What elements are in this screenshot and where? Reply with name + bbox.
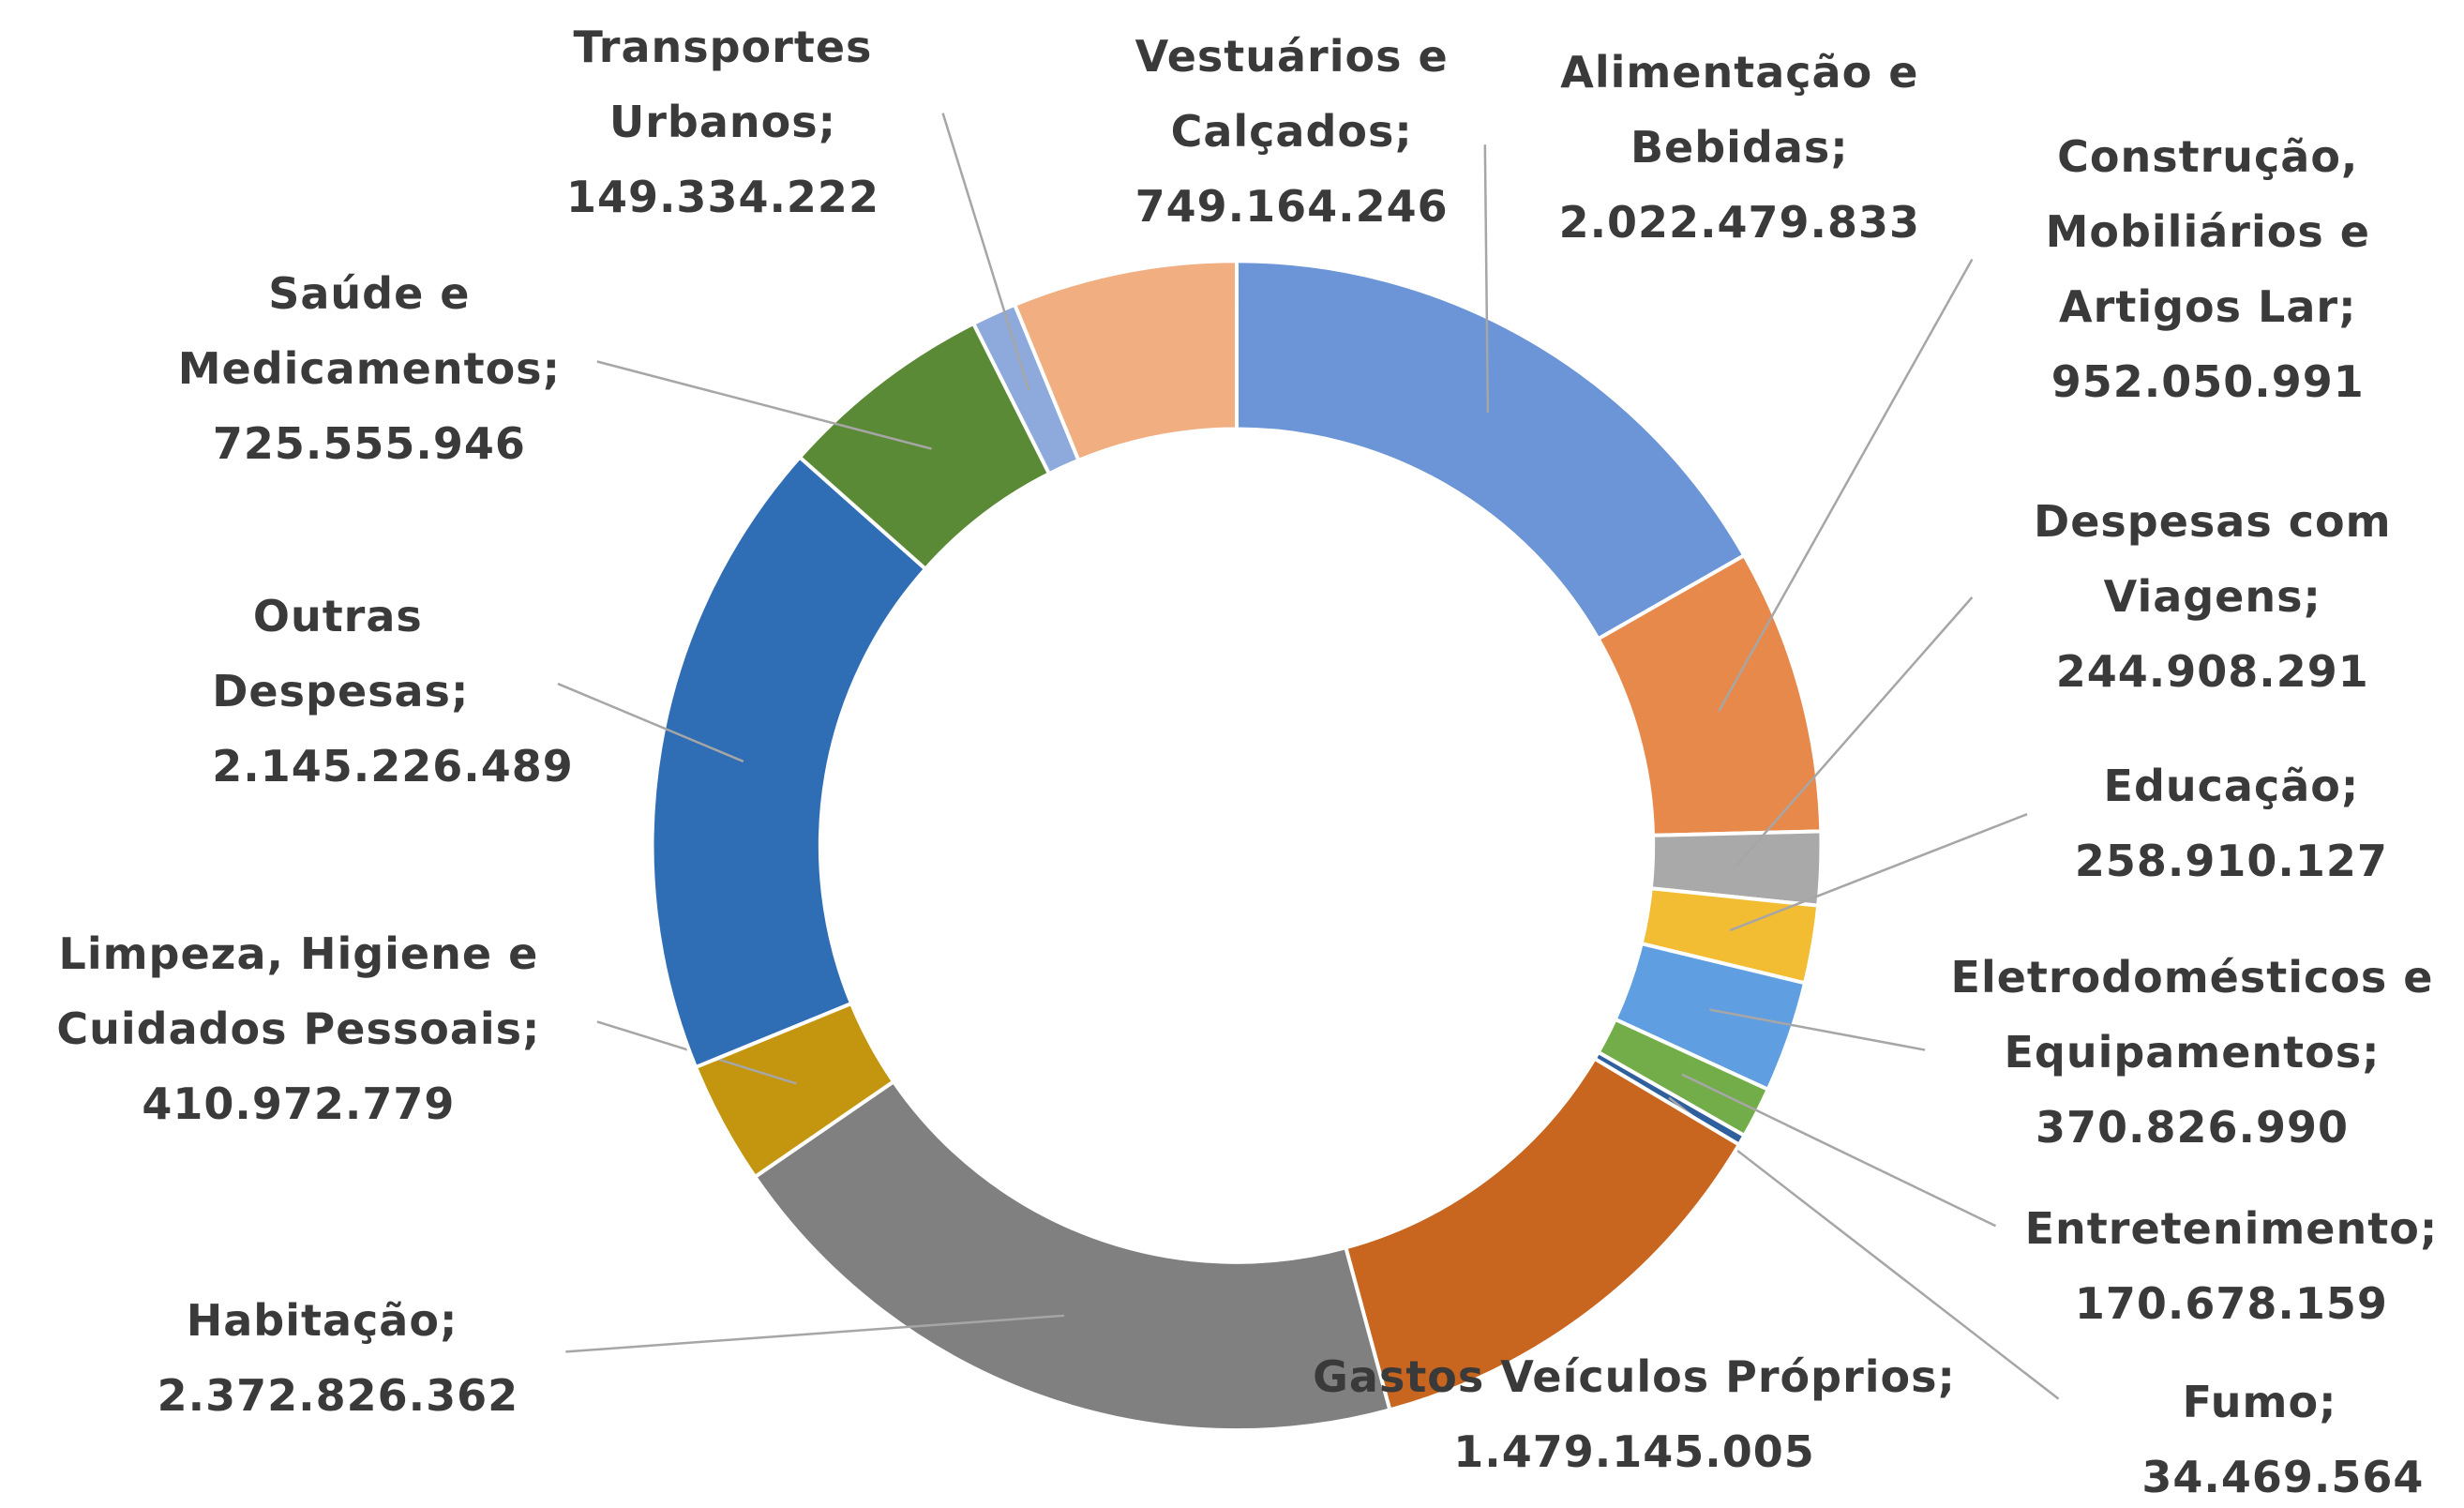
category-name: Entretenimento <box>2024 1203 2420 1255</box>
value-label: 1.479.145.005 <box>1453 1425 1815 1477</box>
category-name: Saúde e Medicamentos <box>177 268 543 395</box>
leader-line <box>557 682 744 763</box>
value-label: 2.145.226.489 <box>212 740 574 792</box>
label-separator: ; <box>439 1294 458 1346</box>
category-name: Despesas com Viagens <box>2034 496 2392 623</box>
label-separator: ; <box>2338 281 2357 333</box>
label-separator: ; <box>2340 760 2360 811</box>
label-separator: ; <box>522 1003 541 1055</box>
leader-line <box>1718 258 1974 712</box>
label-separator: ; <box>542 343 561 395</box>
data-label: Gastos Veículos Próprios; 1.479.145.005 <box>1265 1339 2004 1489</box>
leader-line <box>565 1314 1065 1353</box>
data-label: Saúde e Medicamentos; 725.555.946 <box>149 256 589 481</box>
donut-slice <box>752 1078 1392 1433</box>
label-separator: ; <box>818 97 837 148</box>
label-separator: ; <box>2419 1203 2439 1255</box>
label-separator: ; <box>2319 1376 2337 1427</box>
data-label: Outras Despesas; 2.145.226.489 <box>212 579 574 804</box>
value-label: 952.050.991 <box>2051 356 2365 408</box>
category-name: Gastos Veículos Próprios <box>1313 1350 1938 1402</box>
label-separator: ; <box>450 665 470 716</box>
label-separator: ; <box>1830 121 1849 173</box>
category-name: Habitação <box>186 1294 440 1346</box>
leader-line <box>1709 1008 1926 1051</box>
leader-line <box>596 360 932 450</box>
value-label: 244.908.291 <box>2055 646 2369 698</box>
data-label: Despesas com Viagens; 244.908.291 <box>2005 484 2421 709</box>
value-label: 258.910.127 <box>2074 835 2388 886</box>
value-label: 149.334.222 <box>565 172 879 223</box>
value-label: 725.555.946 <box>212 418 526 470</box>
value-label: 170.678.159 <box>2074 1278 2388 1330</box>
value-label: 370.826.990 <box>2036 1102 2350 1154</box>
category-name: Construção, Mobiliários e Artigos Lar <box>2045 131 2370 333</box>
data-label: Vestuários e Calçados; 749.164.246 <box>1107 19 1477 244</box>
donut-slice <box>1235 259 1747 641</box>
donut-slice <box>650 454 928 1070</box>
leader-line <box>1729 813 2028 932</box>
category-name: Alimentação e Bebidas <box>1560 46 1919 173</box>
label-separator: ; <box>2362 1027 2381 1078</box>
data-label: Habitação; 2.372.826.362 <box>157 1283 519 1433</box>
leader-line <box>1681 1073 1997 1228</box>
data-label: Construção, Mobiliários e Artigos Lar; 95… <box>2011 119 2404 419</box>
data-label: Eletrodomésticos e Equipamentos; 370.826.… <box>1941 940 2443 1165</box>
value-label: 34.469.564 <box>2141 1451 2425 1502</box>
label-separator: ; <box>1937 1350 1956 1402</box>
category-name: Fumo <box>2182 1376 2320 1427</box>
value-label: 2.372.826.362 <box>157 1369 519 1421</box>
value-label: 410.972.779 <box>142 1078 456 1130</box>
category-name: Educação <box>2103 760 2341 811</box>
leader-line <box>941 113 1030 391</box>
data-label: Alimentação e Bebidas; 2.022.479.833 <box>1527 35 1952 260</box>
data-label: Transportes Urbanos; 149.334.222 <box>538 9 908 234</box>
label-separator: ; <box>1394 106 1413 158</box>
data-label: Entretenimento; 170.678.159 <box>2004 1191 2459 1341</box>
leader-line <box>1483 144 1490 413</box>
value-label: 2.022.479.833 <box>1558 196 1921 248</box>
value-label: 749.164.246 <box>1134 181 1449 233</box>
label-separator: ; <box>2303 571 2321 623</box>
data-label: Fumo; 34.469.564 <box>2141 1365 2425 1508</box>
category-name: Eletrodomésticos e Equipamentos <box>1950 952 2434 1078</box>
data-label: Educação; 258.910.127 <box>2066 748 2396 898</box>
donut-slice <box>1012 259 1240 463</box>
category-name: Transportes Urbanos <box>573 22 873 148</box>
category-name: Limpeza, Higiene e Cuidados Pessoais <box>56 928 539 1055</box>
category-name: Outras Despesas <box>212 590 451 716</box>
leader-line <box>1735 596 1974 867</box>
category-name: Vestuários e Calçados <box>1134 31 1449 158</box>
data-label: Limpeza, Higiene e Cuidados Pessoais; 410… <box>23 916 574 1141</box>
